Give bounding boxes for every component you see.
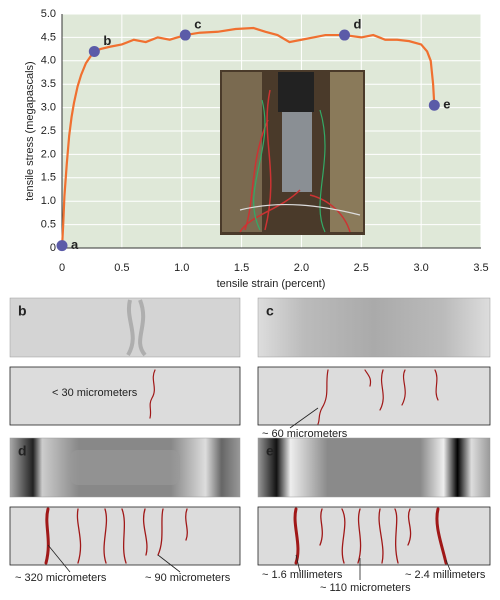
y-tick-label: 0 — [50, 242, 56, 254]
x-tick-label: 0 — [59, 262, 65, 274]
y-tick-label: 5.0 — [41, 8, 56, 20]
annotation: ~ 90 micrometers — [145, 572, 231, 584]
inset-photo — [220, 70, 365, 235]
annotation: ~ 110 micrometers — [320, 582, 411, 594]
point-label: b — [103, 33, 111, 48]
x-tick-label: 0.5 — [114, 262, 129, 274]
point-label: e — [443, 97, 450, 112]
y-tick-label: 2.5 — [41, 125, 56, 137]
y-tick-label: 2.0 — [41, 148, 56, 160]
y-tick-label: 0.5 — [41, 219, 56, 231]
point-label: a — [71, 237, 79, 252]
y-tick-label: 4.0 — [41, 55, 56, 67]
annotation: ~ 1.6 millimeters — [262, 569, 343, 581]
panel-e: e ~ 1.6 millimeters ~ 110 micrometers ~ … — [257, 437, 491, 594]
panel-c: c ~ 60 micrometers — [257, 297, 491, 440]
annotation: ~ 2.4 millimeters — [405, 569, 486, 581]
annotation: ~ 60 micrometers — [262, 428, 348, 440]
state-point — [339, 29, 351, 41]
state-point — [428, 99, 440, 111]
x-axis-label: tensile strain (percent) — [217, 278, 326, 290]
stress-strain-curve — [60, 26, 436, 249]
panel-d: d ~ 320 micrometers ~ 90 micrometers — [9, 437, 241, 584]
y-tick-label: 1.5 — [41, 172, 56, 184]
y-tick-label: 3.5 — [41, 78, 56, 90]
panel-label: b — [18, 303, 27, 319]
x-tick-label: 3.0 — [413, 262, 428, 274]
state-point — [179, 29, 191, 41]
x-tick-label: 2.0 — [294, 262, 309, 274]
y-axis-label: tensile stress (megapascals) — [24, 61, 36, 200]
x-tick-label: 2.5 — [354, 262, 369, 274]
point-label: c — [194, 16, 201, 31]
x-tick-label: 3.5 — [473, 262, 488, 274]
y-tick-label: 1.0 — [41, 195, 56, 207]
panel-label: c — [266, 303, 274, 319]
state-point — [56, 240, 68, 252]
x-tick-label: 1.0 — [174, 262, 189, 274]
annotation: < 30 micrometers — [52, 387, 138, 399]
panel-label: d — [18, 443, 27, 459]
y-tick-label: 4.5 — [41, 31, 56, 43]
chart-overlay: a b c d e — [56, 16, 451, 252]
panel-b: b < 30 micrometers — [9, 297, 241, 426]
panel-label: e — [266, 443, 274, 459]
annotation: ~ 320 micrometers — [15, 572, 107, 584]
state-point — [88, 45, 100, 57]
x-tick-label: 1.5 — [234, 262, 249, 274]
point-label: d — [354, 16, 362, 31]
y-tick-label: 3.0 — [41, 102, 56, 114]
